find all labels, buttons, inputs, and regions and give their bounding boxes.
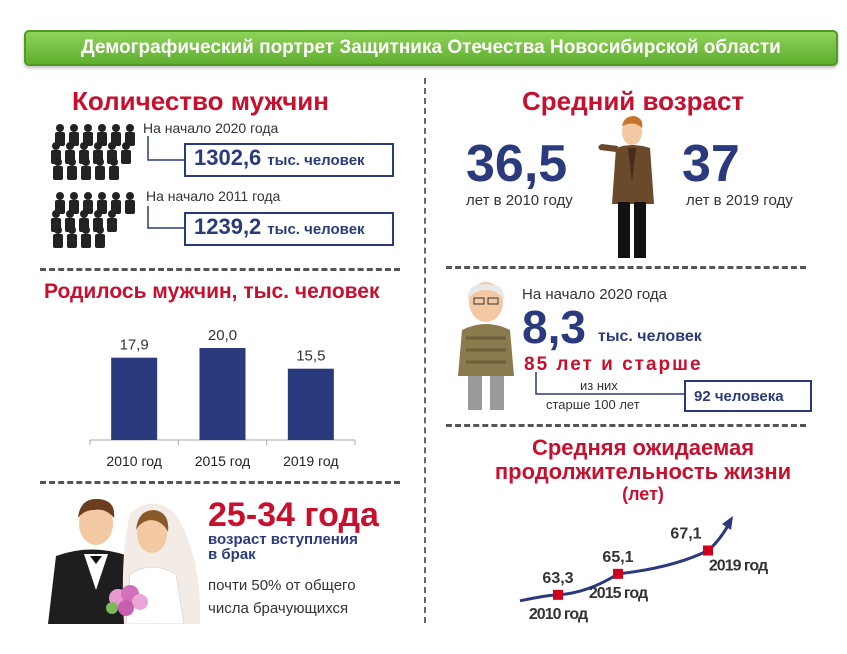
- births-bar-chart: 17,9 2010 год 20,0 2015 год 15,5 2019 год: [89, 327, 356, 469]
- elderly-sub-label-2: старше 100 лет: [546, 397, 640, 412]
- marriage-age-range: 25-34 года: [208, 496, 379, 534]
- marriage-caption-line-1: возраст вступления: [208, 531, 358, 548]
- x-tick-label: 2010 год: [106, 453, 161, 469]
- life-chart-title: Средняя ожидаемая продолжительность жизн…: [494, 435, 792, 484]
- elderly-connector: [535, 372, 694, 395]
- men-2020-unit: тыс. человек: [267, 152, 365, 169]
- vertical-divider: [424, 78, 426, 623]
- men-2011-label: На начало 2011 года: [146, 188, 281, 204]
- data-point: [553, 589, 563, 600]
- data-point: [703, 545, 713, 556]
- page-title: Демографический портрет Защитника Отечес…: [81, 37, 781, 58]
- men-2020-label: На начало 2020 года: [143, 120, 279, 136]
- centenarians-box: 92 человека: [684, 380, 812, 412]
- divider-left-2: [40, 481, 400, 484]
- connector-lines: [147, 136, 186, 229]
- avg-age-2019-caption: лет в 2019 году: [686, 192, 793, 209]
- elderly-unit: тыс. человек: [598, 328, 702, 345]
- men-2011-unit: тыс. человек: [267, 221, 365, 238]
- elderly-sub-label-1: из них: [580, 378, 618, 393]
- bar: [111, 357, 158, 440]
- bar: [199, 348, 246, 440]
- divider-right-2: [446, 424, 806, 427]
- x-tick-label: 2019 год: [283, 453, 338, 469]
- soldiers-crowd-icon: [51, 124, 135, 180]
- point-value-label: 63,3: [542, 570, 573, 587]
- avg-age-2019-value: 37: [682, 135, 740, 193]
- elderly-value: 8,3: [522, 301, 586, 353]
- arrow-head-icon: [722, 516, 733, 530]
- elderly-date-label: На начало 2020 года: [522, 286, 668, 303]
- header-banner: Демографический портрет Защитника Отечес…: [24, 30, 838, 66]
- soldiers-crowd-icon: [51, 192, 135, 248]
- life-chart-subtitle: (лет): [622, 484, 664, 504]
- point-value-label: 67,1: [670, 526, 701, 543]
- marriage-note-line-1: почти 50% от общего: [208, 577, 356, 594]
- elderly-age-label: 85 лет и старше: [524, 354, 703, 375]
- marriage-note: почти 50% от общего числа брачующихся: [208, 574, 356, 620]
- wedding-couple-icon: [48, 498, 201, 624]
- man-in-suit-icon: [598, 116, 654, 258]
- bar-value-label: 15,5: [296, 348, 325, 365]
- centenarians-value: 92 человека: [694, 387, 784, 405]
- avg-age-2010-caption: лет в 2010 году: [466, 192, 573, 209]
- avg-age-title: Средний возраст: [522, 86, 745, 116]
- men-count-title: Количество мужчин: [72, 86, 329, 116]
- point-year-label: 2019 год: [709, 558, 768, 575]
- bar-value-label: 20,0: [208, 327, 237, 344]
- marriage-caption: возраст вступления в брак: [208, 532, 358, 562]
- life-expectancy-chart: 63,3 2010 год 65,1 2015 год 67,1 2019 год: [519, 516, 769, 623]
- men-2011-box: 1239,2 тыс. человек: [184, 212, 394, 246]
- point-value-label: 65,1: [602, 549, 633, 566]
- divider-right-1: [446, 266, 806, 269]
- men-2020-box: 1302,6 тыс. человек: [184, 143, 394, 177]
- marriage-note-line-2: числа брачующихся: [208, 600, 349, 617]
- divider-left-1: [40, 268, 400, 271]
- bar-value-label: 17,9: [120, 337, 149, 354]
- bar: [287, 368, 334, 440]
- point-year-label: 2010 год: [529, 606, 588, 623]
- data-point: [613, 568, 623, 579]
- x-tick-label: 2015 год: [195, 453, 250, 469]
- births-chart-title: Родилось мужчин, тыс. человек: [44, 280, 380, 303]
- avg-age-2010-value: 36,5: [466, 135, 568, 193]
- point-year-label: 2015 год: [589, 585, 648, 602]
- men-2011-value: 1239,2: [194, 214, 262, 239]
- marriage-caption-line-2: в брак: [208, 546, 256, 563]
- men-2020-value: 1302,6: [194, 145, 262, 170]
- elderly-man-icon: [458, 282, 514, 410]
